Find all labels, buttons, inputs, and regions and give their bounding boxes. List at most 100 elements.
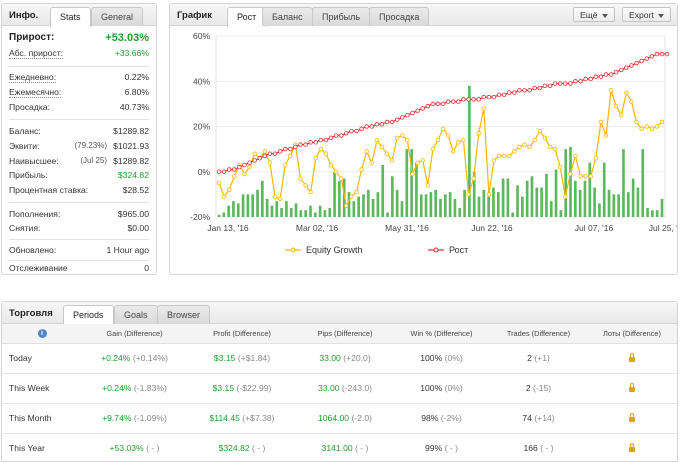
lock-icon[interactable] — [629, 383, 635, 392]
growth-point — [318, 137, 324, 143]
bar — [472, 171, 476, 217]
growth-point — [629, 63, 634, 68]
growth-point — [491, 94, 497, 100]
bar — [371, 198, 375, 217]
bar — [631, 178, 635, 217]
x-tick-label: Jul 07, '16 — [575, 223, 614, 233]
chevron-down-icon — [601, 13, 608, 18]
bar — [468, 85, 471, 218]
info-icon[interactable]: i — [37, 329, 47, 339]
bar — [342, 178, 346, 217]
bar — [626, 192, 630, 217]
growth-point — [501, 92, 507, 98]
growth-point — [507, 90, 512, 95]
tab-drawdown[interactable]: Просадка — [369, 7, 430, 26]
equity-growth-point — [282, 162, 288, 168]
stat-value: +33.66% — [114, 48, 149, 58]
stat-value: 0.22% — [124, 72, 149, 82]
growth-point — [649, 54, 655, 59]
growth-point — [634, 60, 639, 66]
stat-value: $0.00 — [127, 223, 149, 233]
divider — [9, 66, 149, 67]
win-diff: (0%) — [444, 383, 463, 393]
bar — [530, 176, 534, 217]
x-tick-label: Jul 25, '16 — [649, 223, 677, 233]
stat-label: Абс. прирост: — [9, 48, 64, 59]
lock-icon[interactable] — [629, 443, 635, 452]
tab-periods[interactable]: Periods — [63, 305, 114, 325]
equity-growth-point — [415, 160, 420, 165]
equity-growth-point — [262, 149, 268, 154]
tab-profit[interactable]: Прибыль — [312, 7, 371, 26]
growth-point — [226, 167, 232, 172]
equity-growth-point — [613, 103, 619, 109]
equity-growth-point — [598, 119, 604, 125]
growth-point — [344, 131, 349, 136]
equity-growth-point — [583, 174, 588, 179]
pips-diff: (-2.0) — [351, 413, 372, 423]
bar — [419, 194, 423, 217]
growth-point — [537, 85, 542, 91]
divider — [9, 202, 149, 203]
bar — [376, 192, 380, 217]
growth-point — [435, 101, 441, 107]
equity-growth-point — [563, 194, 568, 199]
stat-value: $965.00 — [117, 209, 149, 219]
bar — [559, 210, 563, 217]
growth-point — [247, 160, 252, 165]
equity-growth-point — [379, 144, 385, 150]
growth-point — [333, 133, 339, 138]
gain-cell: +0.24% (+0.14%) — [82, 343, 187, 374]
growth-point — [415, 108, 420, 113]
bar — [554, 169, 558, 217]
stat-row-gain: Прирост: +53.03% — [9, 32, 149, 46]
stat-row-abs-gain: Абс. прирост: +33.66% — [9, 48, 149, 59]
lots-cell — [587, 373, 677, 404]
bar — [395, 189, 399, 217]
bar — [405, 149, 409, 217]
equity-growth-point — [364, 149, 369, 154]
stat-row-updated: Обновлено: 1 Hour ago — [9, 245, 149, 256]
stat-label: Процентная ставка: — [9, 185, 89, 195]
trade-panel-title: Торговля — [9, 308, 53, 319]
lock-icon[interactable] — [629, 413, 635, 422]
growth-point — [374, 122, 380, 127]
growth-point — [242, 162, 247, 168]
growth-point — [262, 153, 268, 159]
period-cell: This Month — [2, 403, 82, 434]
stat-label: Эквити: — [9, 141, 40, 151]
bar — [564, 149, 568, 217]
win-diff: (-2%) — [440, 413, 462, 423]
tab-balance[interactable]: Баланс — [262, 7, 313, 26]
table-row: This Year +53.03% ( - ) $324.82 ( - ) 3141.… — [2, 433, 677, 463]
divider — [9, 119, 149, 120]
profit-cell: $3.15 (+$1.84) — [187, 343, 297, 374]
equity-growth-point — [557, 165, 563, 170]
equity-growth-point — [501, 153, 507, 159]
tab-browser[interactable]: Browser — [157, 305, 211, 324]
tab-stats[interactable]: Stats — [50, 7, 91, 27]
tab-growth[interactable]: Рост — [227, 7, 267, 27]
legend-marker — [433, 247, 439, 253]
profit-value: $324.82 — [218, 443, 250, 453]
growth-point — [588, 76, 593, 82]
lock-icon[interactable] — [629, 353, 635, 362]
bar — [217, 214, 221, 217]
tab-general[interactable]: General — [91, 7, 144, 26]
growth-point — [252, 158, 257, 163]
equity-growth-line — [218, 90, 663, 208]
bar — [521, 196, 524, 217]
bar — [285, 201, 288, 217]
tab-goals[interactable]: Goals — [114, 305, 158, 324]
growth-point — [654, 51, 660, 57]
equity-growth-point — [389, 158, 395, 163]
export-button[interactable]: Export — [622, 7, 671, 22]
equity-growth-point — [451, 149, 456, 154]
equity-growth-point — [400, 133, 405, 138]
growth-point — [395, 117, 400, 122]
period-cell: This Year — [2, 433, 82, 463]
equity-growth-point — [405, 137, 410, 143]
more-button[interactable]: Ещё — [573, 7, 615, 22]
growth-point — [410, 110, 415, 116]
growth-point — [354, 128, 359, 134]
